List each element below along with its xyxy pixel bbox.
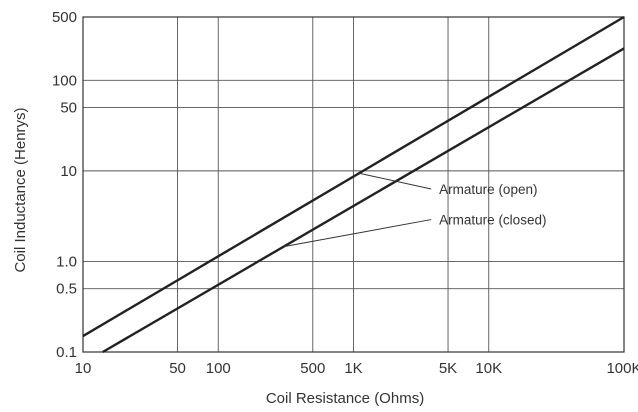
x-tick-label: 5K — [439, 360, 457, 377]
y-tick-label: 0.5 — [56, 281, 77, 298]
y-tick-label: 0.1 — [56, 344, 77, 361]
annotations: Armature (open) Armature (closed) — [283, 172, 546, 248]
x-tick-labels: 10 50 100 500 1K 5K 10K 100K — [75, 360, 638, 377]
y-tick-label: 50 — [60, 100, 77, 117]
series-lines — [82, 15, 625, 354]
series-line — [82, 15, 625, 338]
x-tick-label: 10K — [475, 360, 502, 377]
x-axis-title: Coil Resistance (Ohms) — [266, 390, 424, 407]
y-tick-label: 1.0 — [56, 253, 77, 270]
y-tick-label: 500 — [52, 9, 77, 26]
y-axis-title: Coil Inductance (Henrys) — [12, 107, 29, 272]
x-tick-label: 500 — [300, 360, 325, 377]
series-line — [102, 47, 625, 354]
y-tick-labels: 0.1 0.5 1.0 10 50 100 500 — [52, 9, 77, 361]
x-tick-label: 1K — [344, 360, 362, 377]
x-tick-label: 50 — [169, 360, 186, 377]
plot-frame — [82, 16, 625, 353]
annotation-label: Armature (closed) — [439, 213, 546, 228]
y-tick-label: 100 — [52, 72, 77, 89]
annotation-leader-line — [358, 172, 432, 190]
x-tick-label: 10 — [75, 360, 92, 377]
y-tick-label: 10 — [60, 163, 77, 180]
x-tick-label: 100 — [206, 360, 231, 377]
annotation-label: Armature (open) — [439, 182, 537, 197]
grid-lines — [82, 16, 625, 353]
x-tick-label: 100K — [606, 360, 638, 377]
annotation-leader-line — [283, 219, 432, 248]
